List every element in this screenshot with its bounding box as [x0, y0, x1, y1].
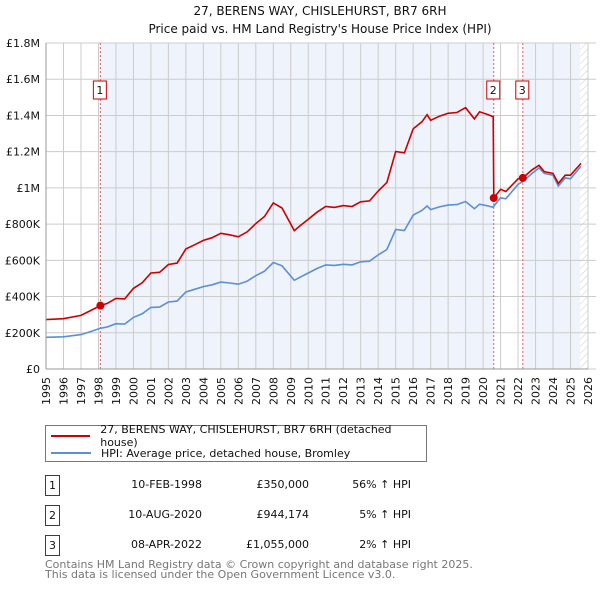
legend-swatch-blue [51, 452, 91, 454]
x-tick-label: 2011 [320, 377, 333, 405]
y-tick-label: £1M [17, 182, 41, 195]
footer-line: This data is licensed under the Open Gov… [45, 568, 396, 581]
y-tick-label: £200K [5, 327, 41, 340]
forecast-hatch [580, 43, 588, 369]
footer-line: Contains HM Land Registry data © Crown c… [45, 558, 473, 571]
legend-swatch-red [51, 435, 91, 437]
ownership-shade [522, 43, 581, 369]
sale-row: 2 10-AUG-2020 £944,174 5% ↑ HPI [45, 505, 445, 526]
x-tick-label: 2005 [215, 377, 228, 405]
x-tick-label: 2026 [582, 377, 595, 405]
x-tick-label: 2012 [337, 377, 350, 405]
x-tick-label: 1998 [92, 377, 105, 405]
sale-label-box [515, 80, 530, 100]
y-tick-label: £1.2M [6, 146, 40, 159]
sale-price: £944,174 [256, 508, 310, 521]
sale-number: 2 [45, 505, 60, 526]
sale-number: 3 [45, 535, 60, 556]
x-tick-label: 2013 [355, 377, 368, 405]
y-tick-label: £1.4M [6, 109, 40, 122]
sale-point [96, 301, 105, 310]
sale-row: 1 10-FEB-1998 £350,000 56% ↑ HPI [45, 475, 445, 496]
sale-number: 1 [45, 475, 60, 496]
sale-hpi-diff: 56% ↑ HPI [352, 478, 411, 491]
x-tick-label: 2025 [565, 377, 578, 405]
ownership-shade [100, 43, 494, 369]
x-tick-label: 2001 [145, 377, 158, 405]
x-tick-label: 2006 [232, 377, 245, 405]
x-tick-label: 2022 [512, 377, 525, 405]
legend: 27, BERENS WAY, CHISLEHURST, BR7 6RH (de… [45, 423, 427, 462]
x-tick-label: 1997 [75, 377, 88, 405]
sale-label: 2 [490, 84, 497, 97]
legend-label: HPI: Average price, detached house, Brom… [101, 446, 351, 460]
y-tick-label: £600K [5, 254, 41, 267]
x-tick-label: 1996 [57, 377, 70, 405]
x-tick-label: 2018 [442, 377, 455, 405]
sale-point [489, 193, 498, 202]
y-tick-label: £0 [26, 363, 40, 376]
sale-point [518, 173, 527, 182]
x-tick-label: 2003 [180, 377, 193, 405]
sale-price: £1,055,000 [246, 538, 309, 551]
y-tick-label: £800K [5, 218, 41, 231]
x-tick-label: 2017 [425, 377, 438, 405]
x-tick-label: 2004 [197, 377, 210, 405]
sale-date: 10-FEB-1998 [131, 478, 202, 491]
x-tick-label: 2007 [250, 377, 263, 405]
x-tick-label: 2019 [460, 377, 473, 405]
sale-date: 10-AUG-2020 [128, 508, 202, 521]
x-tick-label: 2008 [267, 377, 280, 405]
legend-label: 27, BERENS WAY, CHISLEHURST, BR7 6RH (de… [100, 423, 392, 449]
sale-row: 3 08-APR-2022 £1,055,000 2% ↑ HPI [45, 535, 445, 556]
x-tick-label: 2023 [530, 377, 543, 405]
legend-item-hpi: HPI: Average price, detached house, Brom… [51, 445, 350, 461]
chart-subtitle: Price paid vs. HM Land Registry's House … [148, 22, 491, 36]
sale-hpi-diff: 5% ↑ HPI [359, 508, 411, 521]
x-tick-label: 2009 [285, 377, 298, 405]
sale-label-box [486, 80, 501, 100]
sale-label: 3 [519, 84, 526, 97]
x-tick-label: 2015 [390, 377, 403, 405]
sale-date: 08-APR-2022 [130, 538, 202, 551]
x-tick-label: 1999 [110, 377, 123, 405]
x-tick-label: 2014 [372, 377, 385, 405]
y-tick-label: £400K [5, 291, 41, 304]
chart-title: 27, BERENS WAY, CHISLEHURST, BR7 6RH [193, 4, 446, 18]
legend-item-property: 27, BERENS WAY, CHISLEHURST, BR7 6RH (de… [51, 423, 426, 449]
sale-price: £350,000 [256, 478, 310, 491]
x-tick-label: 2000 [127, 377, 140, 405]
sale-label: 1 [96, 84, 103, 97]
y-tick-label: £1.8M [6, 37, 40, 50]
x-tick-label: 2021 [495, 377, 508, 405]
x-tick-label: 2002 [162, 377, 175, 405]
price-chart: 27, BERENS WAY, CHISLEHURST, BR7 6RH Pri… [5, 4, 596, 405]
footer: Contains HM Land Registry data © Crown c… [45, 558, 473, 581]
x-tick-label: 1995 [40, 377, 53, 405]
y-tick-label: £1.6M [6, 73, 40, 86]
sale-label-box [92, 80, 107, 100]
property-price-line [45, 106, 582, 321]
hpi-line [45, 165, 582, 339]
x-tick-label: 2010 [302, 377, 315, 405]
sale-hpi-diff: 2% ↑ HPI [359, 538, 411, 551]
x-tick-label: 2020 [477, 377, 490, 405]
x-tick-label: 2016 [407, 377, 420, 405]
x-tick-label: 2024 [547, 377, 560, 405]
